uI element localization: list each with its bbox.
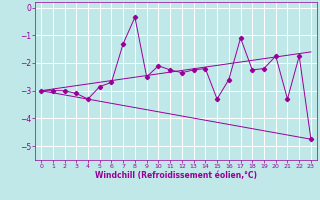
X-axis label: Windchill (Refroidissement éolien,°C): Windchill (Refroidissement éolien,°C) [95,171,257,180]
